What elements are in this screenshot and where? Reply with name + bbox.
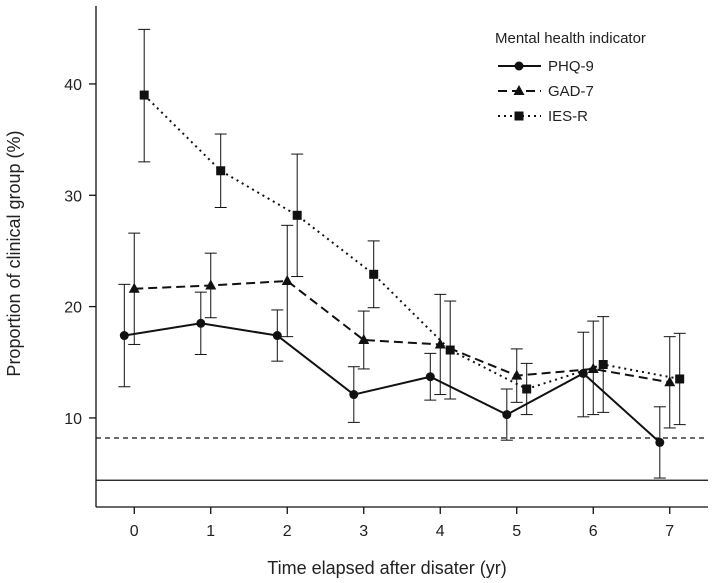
- data-point: [349, 390, 359, 400]
- data-point: [196, 318, 206, 328]
- data-point: [292, 210, 302, 220]
- data-point: [587, 362, 599, 373]
- data-point: [358, 334, 370, 344]
- x-tick-label-0: 0: [130, 523, 139, 540]
- series-gad-7: [128, 224, 676, 429]
- data-point: [675, 374, 685, 384]
- legend-label: GAD-7: [548, 83, 594, 100]
- series-line-gad-7: [134, 279, 670, 384]
- legend-item-phq-9: PHQ-9: [498, 58, 594, 75]
- data-point: [369, 269, 379, 279]
- reference-lines: [96, 437, 708, 481]
- x-tick-label-3: 3: [359, 523, 368, 540]
- legend-label: PHQ-9: [548, 58, 594, 75]
- x-tick-label-2: 2: [283, 523, 292, 540]
- data-point: [655, 437, 665, 447]
- data-point: [128, 282, 140, 293]
- legend-title: Mental health indicator: [495, 30, 646, 47]
- series-ies-r: [138, 28, 686, 426]
- x-tick-label-1: 1: [206, 523, 215, 540]
- data-point: [281, 274, 293, 285]
- y-axis-title: Proportion of clinical group (%): [4, 130, 24, 376]
- x-tick-label-4: 4: [436, 523, 445, 540]
- series-phq-9: [118, 283, 666, 479]
- data-point: [434, 338, 446, 349]
- x-axis-title: Time elapsed after disater (yr): [267, 558, 506, 578]
- legend-item-gad-7: GAD-7: [498, 83, 594, 100]
- x-tick-label-6: 6: [589, 523, 598, 540]
- y-tick-label-20: 20: [64, 300, 82, 317]
- data-point: [598, 359, 608, 369]
- legend-marker: [514, 111, 524, 121]
- data-point: [511, 369, 523, 380]
- x-tick-label-7: 7: [665, 523, 674, 540]
- data-point: [119, 331, 129, 341]
- data-point: [425, 372, 435, 382]
- y-tick-label-10: 10: [64, 411, 82, 428]
- data-point: [664, 376, 676, 387]
- series-line-phq-9: [124, 322, 661, 444]
- data-point: [522, 384, 532, 394]
- y-tick-label-40: 40: [64, 77, 82, 94]
- legend-marker: [513, 85, 525, 95]
- data-point: [139, 90, 149, 100]
- data-point: [445, 345, 455, 355]
- axes: 10 20 30 40 0 1 2 3 4 5 6 7: [64, 6, 708, 540]
- legend-item-ies-r: IES-R: [498, 108, 588, 125]
- y-tick-label-30: 30: [64, 188, 82, 205]
- legend: Mental health indicator PHQ-9 GAD-7 IES-R: [495, 30, 646, 125]
- legend-marker: [514, 61, 524, 71]
- x-tick-label-5: 5: [512, 523, 521, 540]
- data-point: [205, 279, 217, 290]
- data-point: [272, 331, 282, 341]
- series-line-ies-r: [143, 94, 680, 391]
- data-point: [216, 166, 226, 176]
- series-layer: [118, 28, 686, 479]
- legend-label: IES-R: [548, 108, 588, 125]
- data-point: [502, 410, 512, 420]
